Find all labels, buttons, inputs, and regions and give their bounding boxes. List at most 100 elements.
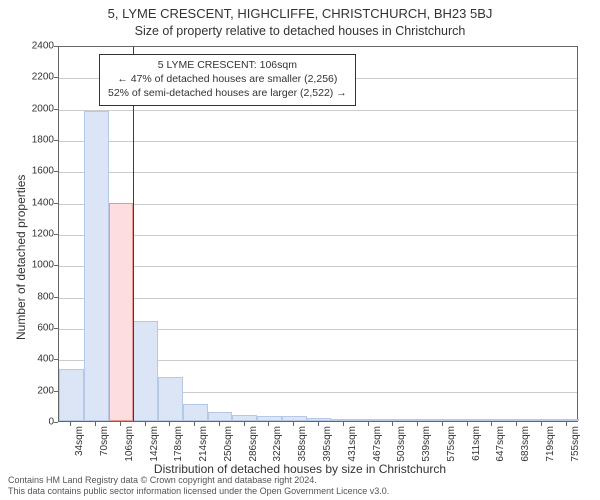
- y-tick-label: 600: [14, 323, 54, 334]
- x-tick-label: 214sqm: [198, 426, 209, 462]
- x-tick-label: 719sqm: [545, 426, 556, 462]
- x-tick-mark: [442, 422, 443, 426]
- bar: [257, 416, 282, 421]
- bar: [59, 369, 84, 421]
- x-tick-label: 250sqm: [223, 426, 234, 462]
- info-box-line-3: 52% of semi-detached houses are larger (…: [108, 86, 347, 100]
- x-tick-label: 358sqm: [297, 426, 308, 462]
- bar: [307, 418, 332, 421]
- footer-line-2: This data contains public sector informa…: [8, 486, 389, 497]
- bar-highlight: [109, 203, 134, 421]
- x-tick-mark: [219, 422, 220, 426]
- gridline: [59, 141, 577, 142]
- x-tick-label: 503sqm: [396, 426, 407, 462]
- x-tick-mark: [268, 422, 269, 426]
- bar: [183, 404, 208, 421]
- y-tick-mark: [54, 171, 58, 172]
- footer-line-1: Contains HM Land Registry data © Crown c…: [8, 475, 389, 486]
- x-axis-title: Distribution of detached houses by size …: [0, 462, 600, 476]
- y-tick-mark: [54, 391, 58, 392]
- x-tick-mark: [467, 422, 468, 426]
- bar: [381, 419, 406, 421]
- y-tick-mark: [54, 203, 58, 204]
- x-tick-label: 683sqm: [520, 426, 531, 462]
- bar: [158, 377, 183, 421]
- y-tick-mark: [54, 77, 58, 78]
- y-tick-mark: [54, 140, 58, 141]
- y-tick-label: 1800: [14, 135, 54, 146]
- y-tick-label: 800: [14, 291, 54, 302]
- gridline: [59, 266, 577, 267]
- bar: [282, 416, 307, 421]
- x-tick-label: 286sqm: [248, 426, 259, 462]
- x-tick-mark: [318, 422, 319, 426]
- y-tick-mark: [54, 46, 58, 47]
- x-tick-mark: [244, 422, 245, 426]
- x-tick-label: 34sqm: [74, 426, 85, 456]
- x-tick-label: 70sqm: [99, 426, 110, 456]
- y-tick-mark: [54, 109, 58, 110]
- bar: [406, 419, 431, 421]
- x-tick-label: 178sqm: [173, 426, 184, 462]
- y-tick-label: 2400: [14, 41, 54, 52]
- plot-area: 5 LYME CRESCENT: 106sqm← 47% of detached…: [58, 46, 578, 422]
- bar: [232, 415, 257, 421]
- gridline: [59, 235, 577, 236]
- x-tick-label: 611sqm: [471, 426, 482, 461]
- info-box: 5 LYME CRESCENT: 106sqm← 47% of detached…: [99, 54, 356, 106]
- x-tick-label: 575sqm: [446, 426, 457, 462]
- chart-subtitle: Size of property relative to detached ho…: [0, 23, 600, 39]
- y-tick-mark: [54, 297, 58, 298]
- x-tick-mark: [194, 422, 195, 426]
- bar: [455, 419, 480, 421]
- chart-container: 5, LYME CRESCENT, HIGHCLIFFE, CHRISTCHUR…: [0, 0, 600, 500]
- x-tick-label: 395sqm: [322, 426, 333, 462]
- chart-title: 5, LYME CRESCENT, HIGHCLIFFE, CHRISTCHUR…: [0, 0, 600, 23]
- bar: [208, 412, 233, 421]
- x-tick-mark: [392, 422, 393, 426]
- y-tick-label: 400: [14, 354, 54, 365]
- y-tick-label: 1600: [14, 166, 54, 177]
- x-tick-label: 539sqm: [421, 426, 432, 462]
- x-tick-mark: [566, 422, 567, 426]
- x-tick-mark: [293, 422, 294, 426]
- bar: [356, 419, 381, 421]
- y-tick-label: 1400: [14, 197, 54, 208]
- x-tick-mark: [343, 422, 344, 426]
- footer-credits: Contains HM Land Registry data © Crown c…: [8, 475, 389, 497]
- y-tick-label: 1200: [14, 229, 54, 240]
- info-box-line-2: ← 47% of detached houses are smaller (2,…: [108, 72, 347, 86]
- bar: [529, 419, 554, 421]
- x-tick-mark: [95, 422, 96, 426]
- bar: [480, 419, 505, 421]
- x-tick-label: 322sqm: [272, 426, 283, 462]
- gridline: [59, 298, 577, 299]
- x-tick-mark: [169, 422, 170, 426]
- bar: [84, 111, 109, 421]
- x-tick-label: 467sqm: [372, 426, 383, 462]
- x-tick-mark: [70, 422, 71, 426]
- x-tick-label: 106sqm: [124, 426, 135, 462]
- y-tick-label: 2000: [14, 103, 54, 114]
- bar: [554, 419, 579, 421]
- x-tick-mark: [368, 422, 369, 426]
- x-tick-mark: [145, 422, 146, 426]
- x-tick-label: 755sqm: [570, 426, 581, 462]
- x-tick-mark: [516, 422, 517, 426]
- y-tick-label: 200: [14, 385, 54, 396]
- gridline: [59, 110, 577, 111]
- y-tick-mark: [54, 359, 58, 360]
- y-tick-mark: [54, 234, 58, 235]
- gridline: [59, 204, 577, 205]
- y-tick-mark: [54, 328, 58, 329]
- x-tick-mark: [491, 422, 492, 426]
- x-tick-label: 647sqm: [495, 426, 506, 462]
- bar: [505, 419, 530, 421]
- x-tick-mark: [417, 422, 418, 426]
- y-tick-mark: [54, 265, 58, 266]
- x-tick-mark: [120, 422, 121, 426]
- info-box-line-1: 5 LYME CRESCENT: 106sqm: [108, 58, 347, 72]
- y-tick-label: 2200: [14, 72, 54, 83]
- bar: [430, 419, 455, 421]
- y-tick-mark: [54, 422, 58, 423]
